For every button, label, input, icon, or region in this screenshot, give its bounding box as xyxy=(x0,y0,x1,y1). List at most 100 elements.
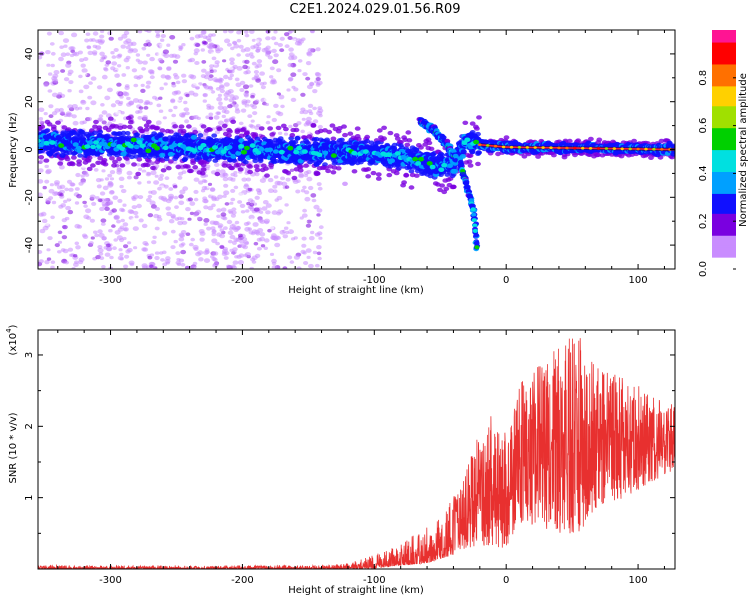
spectrum-cell xyxy=(178,258,185,263)
spectrum-cell xyxy=(235,237,241,242)
spectrum-cell xyxy=(67,104,74,109)
spectrum-cell xyxy=(71,104,78,109)
spectrum-cell xyxy=(213,115,220,120)
spectrum-cell xyxy=(136,157,143,162)
spectrum-cell xyxy=(250,95,255,99)
spectrum-cell xyxy=(308,263,314,269)
spectrum-cell xyxy=(149,200,156,206)
spectrum-cell xyxy=(318,225,324,230)
spectrum-cell xyxy=(211,56,217,61)
spectrum-cell xyxy=(43,69,48,73)
spectrum-cell xyxy=(80,99,86,104)
spectrum-cell xyxy=(305,120,311,125)
spectrum-cell xyxy=(147,255,153,260)
spectrum-cell xyxy=(296,266,302,269)
spectrum-cell xyxy=(104,252,111,257)
spectrum-cell xyxy=(173,75,180,80)
spectrum-cell xyxy=(105,127,112,133)
spectrum-cell xyxy=(228,69,235,74)
spectrum-cell xyxy=(243,70,249,75)
spectrum-cell xyxy=(288,124,293,129)
spectrum-cell xyxy=(200,48,205,52)
spectrum-cell xyxy=(310,193,317,198)
spectrum-cell xyxy=(271,48,277,54)
spectrum-cell xyxy=(253,207,260,212)
spectrum-cell xyxy=(39,228,46,234)
spectrum-cell xyxy=(192,261,198,266)
spectrum-cell xyxy=(271,117,277,123)
spectrum-cell xyxy=(143,106,149,110)
spectrum-cell xyxy=(48,72,53,76)
spectrum-cell xyxy=(227,129,233,134)
spectrum-cell xyxy=(205,89,212,94)
spectrum-cell xyxy=(54,108,61,113)
spectrum-cell xyxy=(111,61,118,66)
spectrum-cell xyxy=(305,116,312,122)
spectrum-cell xyxy=(211,229,217,233)
spectrum-cell xyxy=(370,170,377,176)
spectrum-cell xyxy=(123,156,130,161)
spectrum-cell xyxy=(48,104,54,109)
spectrum-cell xyxy=(38,155,45,160)
spectrum-cell xyxy=(148,190,153,194)
spectrum-cell xyxy=(145,130,150,135)
spectrum-cell xyxy=(190,237,195,242)
spectrum-cell xyxy=(312,119,319,124)
spectrum-cell xyxy=(242,237,248,242)
spectrum-cell xyxy=(126,124,133,130)
spectrum-cell xyxy=(140,88,146,93)
spectrum-cell xyxy=(220,207,227,212)
spectrum-cell xyxy=(221,109,227,114)
spectrum-cell xyxy=(138,167,143,171)
spectrum-cell xyxy=(192,92,199,97)
spectrum-cell xyxy=(106,49,111,53)
spectrum-cell xyxy=(101,120,107,125)
spectrum-cell xyxy=(158,96,163,100)
spectrum-cell xyxy=(39,159,45,163)
spectrum-cell xyxy=(160,74,166,79)
spectrum-cell xyxy=(286,88,291,92)
spectrum-cell xyxy=(106,246,112,251)
spectrum-cell xyxy=(97,117,104,122)
spectrum-cell xyxy=(77,153,84,158)
spectrum-cell xyxy=(59,45,64,49)
spectrum-cell xyxy=(230,213,236,218)
spectrum-cell xyxy=(150,170,157,176)
spectrum-cell xyxy=(245,177,252,182)
spectrum-cell xyxy=(206,106,211,110)
spectrum-cell xyxy=(305,141,311,146)
spectrum-cell xyxy=(186,124,192,129)
spectrum-cell xyxy=(209,220,216,225)
spectrum-cell xyxy=(38,259,44,264)
spectrum-cell xyxy=(200,162,207,168)
spectrum-cell xyxy=(46,31,52,36)
spectrum-cell xyxy=(38,179,44,184)
spectrum-cell xyxy=(117,198,123,203)
spectrum-cell xyxy=(167,197,173,201)
spectrum-cell xyxy=(275,236,281,240)
spectrum-cell xyxy=(59,193,64,197)
spectrum-cell xyxy=(150,190,157,195)
spectrum-cell xyxy=(264,173,270,178)
spectrum-cell xyxy=(117,36,123,41)
spectrum-cell xyxy=(306,219,312,224)
spectrum-cell xyxy=(80,174,85,178)
spectrum-cell xyxy=(312,250,318,255)
spectrum-cell xyxy=(203,174,209,178)
spectrum-cell xyxy=(283,132,289,136)
spectrum-cell xyxy=(240,210,246,214)
spectrum-cell xyxy=(46,257,52,261)
spectrum-cell xyxy=(277,81,282,86)
spectrum-cell xyxy=(149,253,154,257)
spectrum-cell xyxy=(40,211,47,217)
spectrum-cell xyxy=(249,266,254,269)
spectrum-cell xyxy=(50,126,57,132)
spectrum-cell xyxy=(54,180,60,185)
spectrum-cell xyxy=(211,203,216,208)
spectrum-cell xyxy=(120,218,125,223)
spectrum-cell xyxy=(82,72,88,77)
spectrum-cell xyxy=(150,161,155,165)
spectrum-cell xyxy=(125,55,131,60)
spectrum-cell xyxy=(203,132,209,137)
spectrum-cell xyxy=(177,175,183,180)
